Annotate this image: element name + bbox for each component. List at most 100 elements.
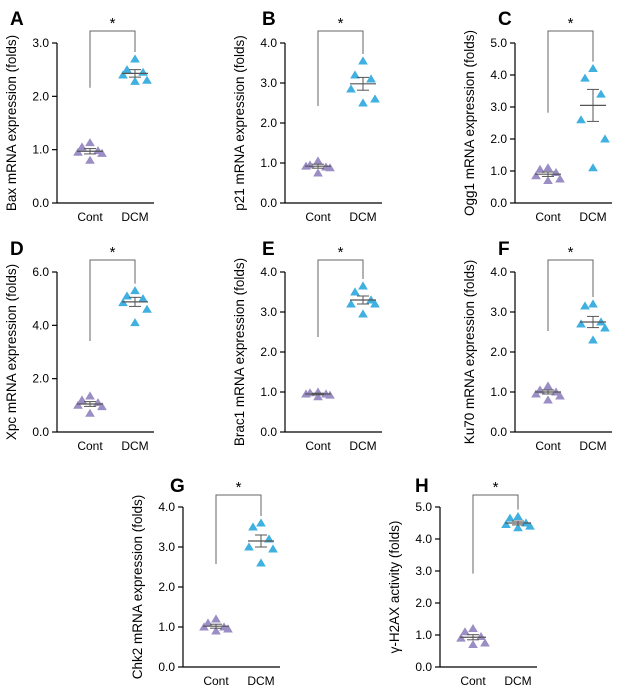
y-axis-title: γ-H2AX activity (folds) — [387, 521, 402, 654]
dcm-data-point — [122, 65, 132, 74]
chart-panel-a: A 0.0 1.0 2.0 3.0 Bax mRNA expression (folds)… — [4, 9, 154, 224]
chart-panel-b: B 0.0 1.0 2.0 3.0 4.0 p21 mRNA expression (fol… — [232, 9, 382, 224]
dcm-data-point — [130, 54, 140, 63]
dcm-data-point — [248, 522, 258, 531]
y-axis-title: Ogg1 mRNA expression (folds) — [462, 30, 477, 216]
y-tick-label: 5.0 — [415, 500, 432, 514]
x-category-label: Cont — [535, 210, 561, 224]
y-tick-label: 1.0 — [260, 385, 277, 399]
cont-data-point — [325, 163, 335, 172]
dcm-data-point — [268, 544, 278, 553]
dcm-data-point — [130, 286, 140, 295]
panel-letter: G — [170, 476, 185, 497]
x-category-label: DCM — [121, 439, 148, 453]
y-tick-label: 4.0 — [158, 500, 175, 514]
y-tick-label: 0.0 — [260, 196, 277, 210]
cont-data-point — [211, 614, 221, 623]
y-tick-label: 2.0 — [260, 345, 277, 359]
x-category-label: DCM — [247, 674, 274, 688]
dcm-data-point — [596, 89, 606, 98]
dcm-data-point — [138, 294, 148, 303]
cont-data-point — [468, 640, 478, 649]
y-tick-label: 1.0 — [415, 628, 432, 642]
dcm-data-point — [588, 299, 598, 308]
panel-letter: H — [415, 476, 429, 497]
panel-letter: D — [10, 239, 24, 260]
dcm-data-point — [346, 84, 356, 93]
significance-bracket — [215, 494, 262, 564]
panel-letter: F — [498, 239, 510, 260]
cont-data-point — [73, 400, 83, 409]
dcm-data-point — [513, 523, 523, 532]
x-category-label: DCM — [121, 210, 148, 224]
y-tick-label: 6.0 — [32, 265, 49, 279]
y-tick-label: 3.0 — [158, 540, 175, 554]
y-tick-label: 2.0 — [32, 89, 49, 103]
chart-panel-c: C 0.0 1.0 2.0 3.0 4.0 5.0 Ogg1 mRNA expression … — [462, 9, 612, 224]
significance-star: * — [338, 15, 344, 32]
y-axis-title: Chk2 mRNA expression (folds) — [130, 495, 145, 680]
x-category-label: Cont — [203, 674, 229, 688]
y-tick-label: 3.0 — [415, 564, 432, 578]
cont-data-point — [85, 138, 95, 147]
panel-letter: A — [10, 9, 24, 30]
dcm-data-point — [122, 291, 132, 300]
dcm-data-point — [501, 520, 511, 529]
significance-star: * — [338, 244, 344, 261]
dcm-data-point — [588, 335, 598, 344]
dcm-data-point — [118, 70, 128, 79]
y-tick-label: 0.0 — [415, 660, 432, 674]
dcm-data-point — [525, 521, 535, 530]
dcm-data-point — [350, 287, 360, 296]
significance-star: * — [110, 244, 116, 261]
cont-data-point — [313, 168, 323, 177]
significance-star: * — [568, 15, 574, 32]
cont-data-point — [543, 381, 553, 390]
x-category-label: Cont — [77, 439, 103, 453]
y-tick-label: 1.0 — [490, 164, 507, 178]
chart-panel-d: D 0.0 2.0 4.0 6.0 Xpc mRNA expression (folds)… — [4, 239, 154, 453]
significance-bracket — [89, 30, 136, 88]
dcm-data-point — [358, 281, 368, 290]
cont-data-point — [85, 155, 95, 164]
y-tick-label: 0.0 — [158, 660, 175, 674]
y-axis-title: Xpc mRNA expression (folds) — [4, 264, 19, 440]
panel-letter: C — [498, 9, 512, 30]
dcm-data-point — [370, 299, 380, 308]
cont-data-point — [313, 392, 323, 401]
cont-data-point — [531, 171, 541, 180]
y-tick-label: 1.0 — [490, 385, 507, 399]
chart-panel-g: G 0.0 1.0 2.0 3.0 4.0 Chk2 mRNA expression (fo… — [130, 476, 280, 688]
significance-bracket — [89, 259, 136, 341]
cont-data-point — [535, 164, 545, 173]
cont-data-point — [468, 624, 478, 633]
y-tick-label: 1.0 — [158, 620, 175, 634]
cont-data-point — [543, 163, 553, 172]
y-tick-label: 2.0 — [260, 116, 277, 130]
y-axis-title: Bax mRNA expression (folds) — [4, 35, 19, 211]
y-tick-label: 3.0 — [260, 76, 277, 90]
cont-data-point — [85, 408, 95, 417]
cont-data-point — [480, 638, 490, 647]
dcm-data-point — [358, 98, 368, 107]
cont-data-point — [531, 389, 541, 398]
panel-letter: B — [262, 9, 276, 30]
dcm-data-point — [600, 323, 610, 332]
y-tick-label: 4.0 — [32, 318, 49, 332]
y-tick-label: 4.0 — [415, 532, 432, 546]
chart-panel-e: E 0.0 1.0 2.0 3.0 4.0 Brac1 mRNA expression (f… — [232, 239, 382, 453]
dcm-data-point — [142, 304, 152, 313]
x-category-label: DCM — [349, 439, 376, 453]
dcm-data-point — [256, 518, 266, 527]
dcm-data-point — [580, 301, 590, 310]
significance-star: * — [236, 479, 242, 496]
significance-bracket — [317, 259, 364, 337]
x-category-label: Cont — [77, 210, 103, 224]
dcm-data-point — [358, 56, 368, 65]
x-category-label: Cont — [460, 674, 486, 688]
y-tick-label: 0.0 — [490, 196, 507, 210]
y-tick-label: 3.0 — [260, 305, 277, 319]
y-tick-label: 3.0 — [32, 36, 49, 50]
significance-star: * — [493, 479, 499, 496]
